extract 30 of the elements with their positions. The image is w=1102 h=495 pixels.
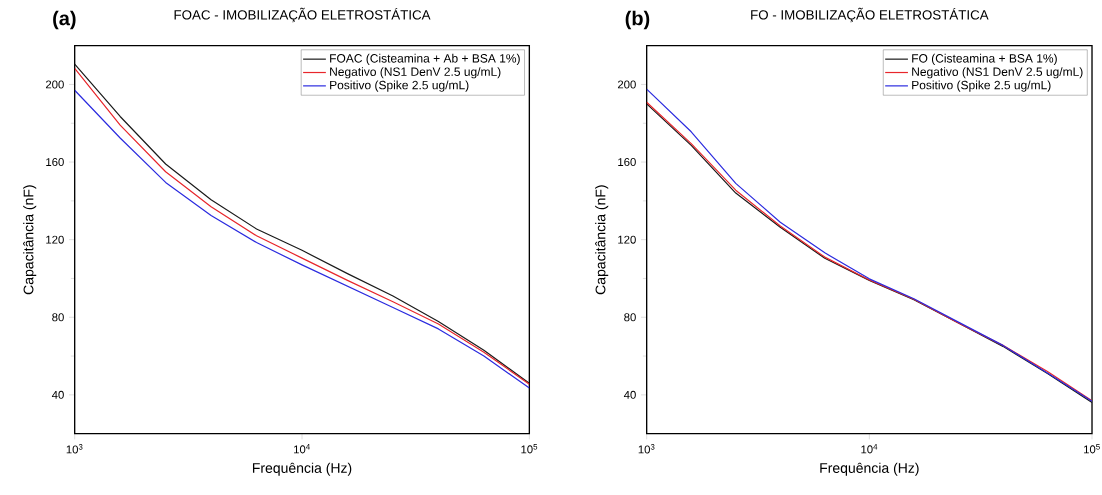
legend-label: FO (Cisteamina + BSA 1%) [912, 53, 1057, 65]
y-tick-label: 80 [624, 313, 636, 322]
legend-label: Positivo (Spike 2.5 ug/mL) [912, 80, 1051, 92]
legend-label: FOAC (Cisteamina + Ab + BSA 1%) [330, 53, 520, 65]
y-tick-label: 40 [51, 390, 64, 399]
text: (b) [625, 10, 650, 30]
x-tick-label: 10$^{3}$ [66, 444, 83, 454]
y-tick-label: 200 [617, 80, 636, 89]
y-tick-label: 40 [623, 390, 636, 399]
legend-label: Negativo (NS1 DenV 2.5 ug/mL) [330, 67, 501, 79]
text: (a) [53, 10, 76, 30]
x-axis-title: Frequência (Hz) [820, 462, 919, 476]
x-tick-label: 10$^{5}$ [1084, 444, 1100, 454]
y-tick-label: 200 [45, 80, 64, 89]
legend-label: Positivo (Spike 2.5 ug/mL) [330, 80, 469, 92]
x-tick-label: 10$^{5}$ [521, 444, 538, 454]
chart-title: FO - IMOBILIZAÇÃO ELETROSTÁTICA [751, 7, 989, 23]
x-tick-label: 10$^{4}$ [294, 444, 310, 454]
y-tick-label: 160 [46, 158, 64, 167]
x-tick-label: 10$^{3}$ [638, 444, 655, 454]
y-tick-label: 120 [618, 235, 636, 244]
x-axis-title: Frequência (Hz) [252, 462, 352, 476]
y-axis-title: Capacitância (nF) [595, 185, 609, 295]
x-tick-label: 10$^{4}$ [861, 444, 878, 454]
y-axis-title: Capacitância (nF) [23, 185, 37, 295]
y-tick-label: 80 [52, 313, 64, 322]
y-tick-label: 160 [618, 158, 636, 167]
legend-label: Negativo (NS1 DenV 2.5 ug/mL) [912, 67, 1083, 79]
y-tick-label: 120 [46, 235, 64, 244]
chart-title: FOAC - IMOBILIZAÇÃO ELETROSTÁTICA [174, 7, 431, 23]
